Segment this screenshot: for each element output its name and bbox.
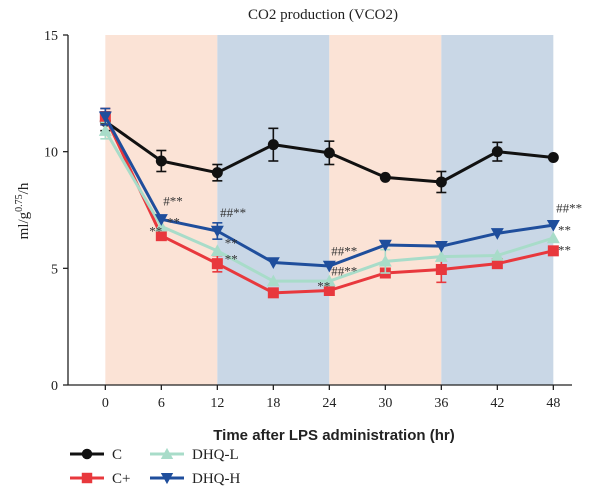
- legend-item-dhq-h: DHQ-H: [150, 471, 240, 487]
- significance-label: ##**: [331, 244, 357, 259]
- data-point-dhq-l: [434, 250, 448, 262]
- x-tick-label: 36: [434, 396, 448, 411]
- time-band-3: [329, 35, 442, 385]
- data-point-c-plus: [267, 287, 279, 299]
- significance-label: **: [149, 224, 162, 239]
- data-point-dhq-l: [210, 244, 224, 257]
- time-band-4: [441, 35, 554, 385]
- y-tick-label: 0: [51, 379, 58, 394]
- data-point-dhq-l: [546, 231, 560, 244]
- time-band-1: [105, 35, 218, 385]
- y-tick-label: 15: [44, 29, 58, 44]
- x-tick-label: 12: [210, 396, 224, 411]
- x-tick-label: 6: [158, 396, 165, 411]
- data-point-c-plus: [435, 264, 447, 275]
- data-point-c-plus: [155, 230, 167, 242]
- y-axis-label: ml/g0.75/h: [14, 182, 32, 239]
- significance-label: **: [558, 242, 571, 257]
- data-point-c: [547, 152, 559, 163]
- data-point-dhq-h: [154, 214, 168, 226]
- y-tick-label: 5: [51, 262, 58, 277]
- legend-item-c-plus: C+: [70, 471, 130, 487]
- chart-title: CO2 production (VCO2): [248, 7, 398, 23]
- data-point-dhq-l: [378, 254, 392, 267]
- significance-label: ##**: [556, 200, 582, 215]
- x-tick-label: 48: [546, 396, 560, 411]
- y-tick-label: 10: [44, 146, 58, 161]
- legend-label: C+: [112, 471, 130, 487]
- significance-label: **: [167, 214, 180, 229]
- series-layer: [98, 107, 560, 299]
- data-point-dhq-h: [434, 240, 448, 253]
- y-axis-label-tail: /h: [16, 182, 32, 194]
- data-point-c: [491, 146, 503, 158]
- data-point-c: [323, 147, 335, 159]
- data-point-c: [155, 155, 167, 167]
- data-point-dhq-l: [266, 274, 280, 287]
- significance-label: **: [317, 279, 330, 294]
- x-tick-label: 42: [490, 396, 504, 411]
- y-axis-label-main: ml/g: [16, 211, 32, 239]
- data-point-dhq-l: [322, 274, 336, 287]
- data-point-dhq-l: [98, 124, 112, 136]
- data-point-dhq-h: [546, 219, 560, 232]
- legend-item-dhq-l: DHQ-L: [150, 447, 239, 463]
- series-dhq-h: [98, 107, 560, 273]
- significance-label: ##**: [220, 205, 246, 220]
- time-band-2: [217, 35, 330, 385]
- x-axis-label: Time after LPS administration (hr): [213, 427, 454, 444]
- x-tick-label: 24: [322, 396, 336, 411]
- data-point-dhq-h: [378, 239, 392, 252]
- data-point-dhq-h: [98, 111, 112, 124]
- legend-marker: [160, 447, 174, 459]
- legend: C C+ DHQ-L DHQ-H: [70, 447, 240, 487]
- legend-label: DHQ-L: [192, 447, 239, 463]
- data-point-c-plus: [323, 285, 335, 296]
- significance-label: **: [225, 252, 238, 267]
- data-point-dhq-h: [490, 228, 504, 240]
- data-point-c-plus: [211, 258, 223, 270]
- legend-label: DHQ-H: [192, 471, 240, 487]
- data-point-dhq-l: [490, 249, 504, 261]
- y-axis-label-exponent: 0.75: [14, 194, 25, 212]
- data-point-dhq-h: [322, 260, 336, 273]
- data-point-c: [267, 139, 279, 151]
- data-point-dhq-h: [266, 257, 280, 269]
- x-tick-label: 0: [102, 396, 109, 411]
- legend-marker: [160, 473, 174, 485]
- time-bands: [105, 35, 554, 385]
- x-tick-label: 18: [266, 396, 280, 411]
- data-point-c-plus: [491, 258, 503, 270]
- significance-annotations: #******##******##**##****##******: [149, 193, 582, 293]
- legend-item-c: C: [70, 447, 122, 463]
- significance-label: **: [225, 235, 238, 250]
- significance-label: **: [558, 223, 571, 238]
- data-point-dhq-h: [210, 225, 224, 238]
- legend-label: C: [112, 447, 122, 463]
- axes: 0 5 10 15 0 6 12 18 24 30 36 42 48: [44, 29, 572, 411]
- series-dhq-l: [98, 121, 560, 287]
- significance-label: #**: [163, 193, 183, 208]
- x-tick-label: 30: [378, 396, 392, 411]
- significance-label: ##**: [331, 263, 357, 278]
- data-point-c: [211, 167, 223, 179]
- legend-marker: [81, 448, 93, 460]
- data-point-c-plus: [547, 245, 559, 257]
- legend-marker: [81, 472, 93, 484]
- data-point-c: [435, 176, 447, 188]
- data-point-c: [379, 171, 391, 183]
